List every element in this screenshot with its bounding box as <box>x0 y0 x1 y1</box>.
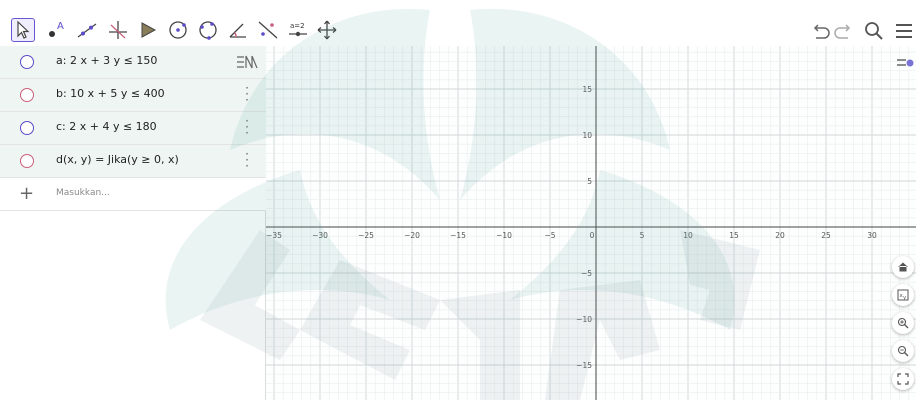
algebra-expression[interactable]: d(x, y) = Jika(y ≥ 0, x) <box>56 153 179 166</box>
search-icon <box>865 22 883 40</box>
home-button[interactable] <box>892 256 914 278</box>
point-icon: A <box>49 21 64 37</box>
algebra-input-row[interactable]: + Masukkan... <box>0 178 266 211</box>
x-axis-tick-label: −5 <box>544 231 555 240</box>
circle-three-points-tool[interactable] <box>196 18 220 42</box>
svg-text:y: y <box>903 295 907 301</box>
zoom-out-icon <box>897 345 909 357</box>
zoom-out-button[interactable] <box>892 340 914 362</box>
coordinate-grid[interactable]: −35−30−25−20−15−10−5051015202530315105−5… <box>266 46 916 400</box>
visibility-toggle-icon[interactable] <box>20 55 34 69</box>
plus-icon[interactable]: + <box>19 183 35 204</box>
angle-icon <box>229 23 246 38</box>
y-axis-tick-label: −10 <box>576 315 592 324</box>
algebra-row-d[interactable]: d(x, y) = Jika(y ≥ 0, x) · · · <box>0 145 266 178</box>
slider-tool[interactable]: a=2 <box>286 18 310 42</box>
reflect-icon <box>258 21 278 39</box>
algebra-expression[interactable]: b: 10 x + 5 y ≤ 400 <box>56 87 165 100</box>
more-options-icon[interactable]: · · · <box>245 81 249 107</box>
visibility-toggle-icon[interactable] <box>20 154 34 168</box>
fullscreen-button[interactable] <box>892 368 914 390</box>
visibility-toggle-icon[interactable] <box>20 88 34 102</box>
point-tool[interactable]: A <box>44 18 68 42</box>
line-tool[interactable] <box>75 18 99 42</box>
move-graphics-icon <box>317 20 337 40</box>
algebra-menu-button[interactable] <box>233 50 261 74</box>
algebra-row-a[interactable]: a: 2 x + 3 y ≤ 150 <box>0 46 266 79</box>
point-label: A <box>57 21 64 32</box>
perpendicular-tool[interactable] <box>106 18 130 42</box>
search-button[interactable] <box>862 19 886 43</box>
cursor-arrow-icon <box>17 20 30 39</box>
polygon-icon <box>141 22 157 38</box>
angle-tool[interactable] <box>226 18 250 42</box>
x-axis-tick-label: −10 <box>496 231 512 240</box>
slider-icon: a=2 <box>289 22 307 37</box>
algebra-input[interactable]: Masukkan... <box>56 188 110 198</box>
x-axis-tick-label: −30 <box>312 231 328 240</box>
algebra-row-b[interactable]: b: 10 x + 5 y ≤ 400 · · · <box>0 79 266 112</box>
sort-menu-icon <box>237 55 258 69</box>
perpendicular-line-icon <box>109 21 127 39</box>
zoom-in-icon <box>897 317 909 329</box>
circle-center-tool[interactable] <box>166 18 190 42</box>
line-icon <box>77 23 97 38</box>
style-bar-icon <box>897 59 914 67</box>
x-axis-tick-label: −35 <box>266 231 282 240</box>
algebra-expression[interactable]: c: 2 x + 4 y ≤ 180 <box>56 120 157 133</box>
polygon-tool[interactable] <box>136 18 160 42</box>
circle-three-points-icon <box>199 21 217 40</box>
home-icon <box>898 262 908 272</box>
x-axis-tick-label: 5 <box>640 231 645 240</box>
visibility-toggle-icon[interactable] <box>20 121 34 135</box>
x-axis-tick-label: −15 <box>450 231 466 240</box>
zoom-in-button[interactable] <box>892 312 914 334</box>
undo-button[interactable] <box>808 19 832 43</box>
more-options-icon[interactable]: · · · <box>245 147 249 173</box>
menu-icon <box>896 24 912 38</box>
redo-button[interactable] <box>832 19 856 43</box>
style-bar-toggle[interactable] <box>894 52 916 74</box>
x-axis-tick-label: 25 <box>821 231 831 240</box>
algebra-row-c[interactable]: c: 2 x + 4 y ≤ 180 · · · <box>0 112 266 145</box>
redo-icon <box>834 24 851 39</box>
x-axis-tick-label: 10 <box>683 231 693 240</box>
move-tool[interactable] <box>11 18 35 42</box>
circle-center-icon <box>169 21 187 39</box>
algebra-view: a: 2 x + 3 y ≤ 150 b: 10 x + 5 y ≤ 400 ·… <box>0 46 266 400</box>
slider-label: a=2 <box>290 22 305 30</box>
reflect-tool[interactable] <box>256 18 280 42</box>
algebra-expression[interactable]: a: 2 x + 3 y ≤ 150 <box>56 54 158 67</box>
x-axis-tick-label: −25 <box>358 231 374 240</box>
more-options-icon[interactable]: · · · <box>245 114 249 140</box>
x-axis-tick-label: 30 <box>867 231 877 240</box>
undo-icon <box>813 24 830 39</box>
y-axis-tick-label: 5 <box>587 177 592 186</box>
graphics-view[interactable]: −35−30−25−20−15−10−5051015202530315105−5… <box>266 46 916 400</box>
x-axis-tick-label: −20 <box>404 231 420 240</box>
y-axis-tick-label: 10 <box>582 131 592 140</box>
fullscreen-icon <box>897 373 909 385</box>
y-axis-tick-label: −15 <box>576 361 592 370</box>
y-axis-tick-label: −5 <box>581 269 592 278</box>
x-axis-tick-label: 15 <box>729 231 739 240</box>
x-axis-tick-label: 20 <box>775 231 785 240</box>
toolbar: A a=2 <box>0 0 916 46</box>
svg-text:x: x <box>900 293 904 299</box>
y-axis-tick-label: 15 <box>582 85 592 94</box>
main-menu-button[interactable] <box>892 19 916 43</box>
x-axis-tick-label: 0 <box>590 231 595 240</box>
move-graphics-tool[interactable] <box>315 18 339 42</box>
